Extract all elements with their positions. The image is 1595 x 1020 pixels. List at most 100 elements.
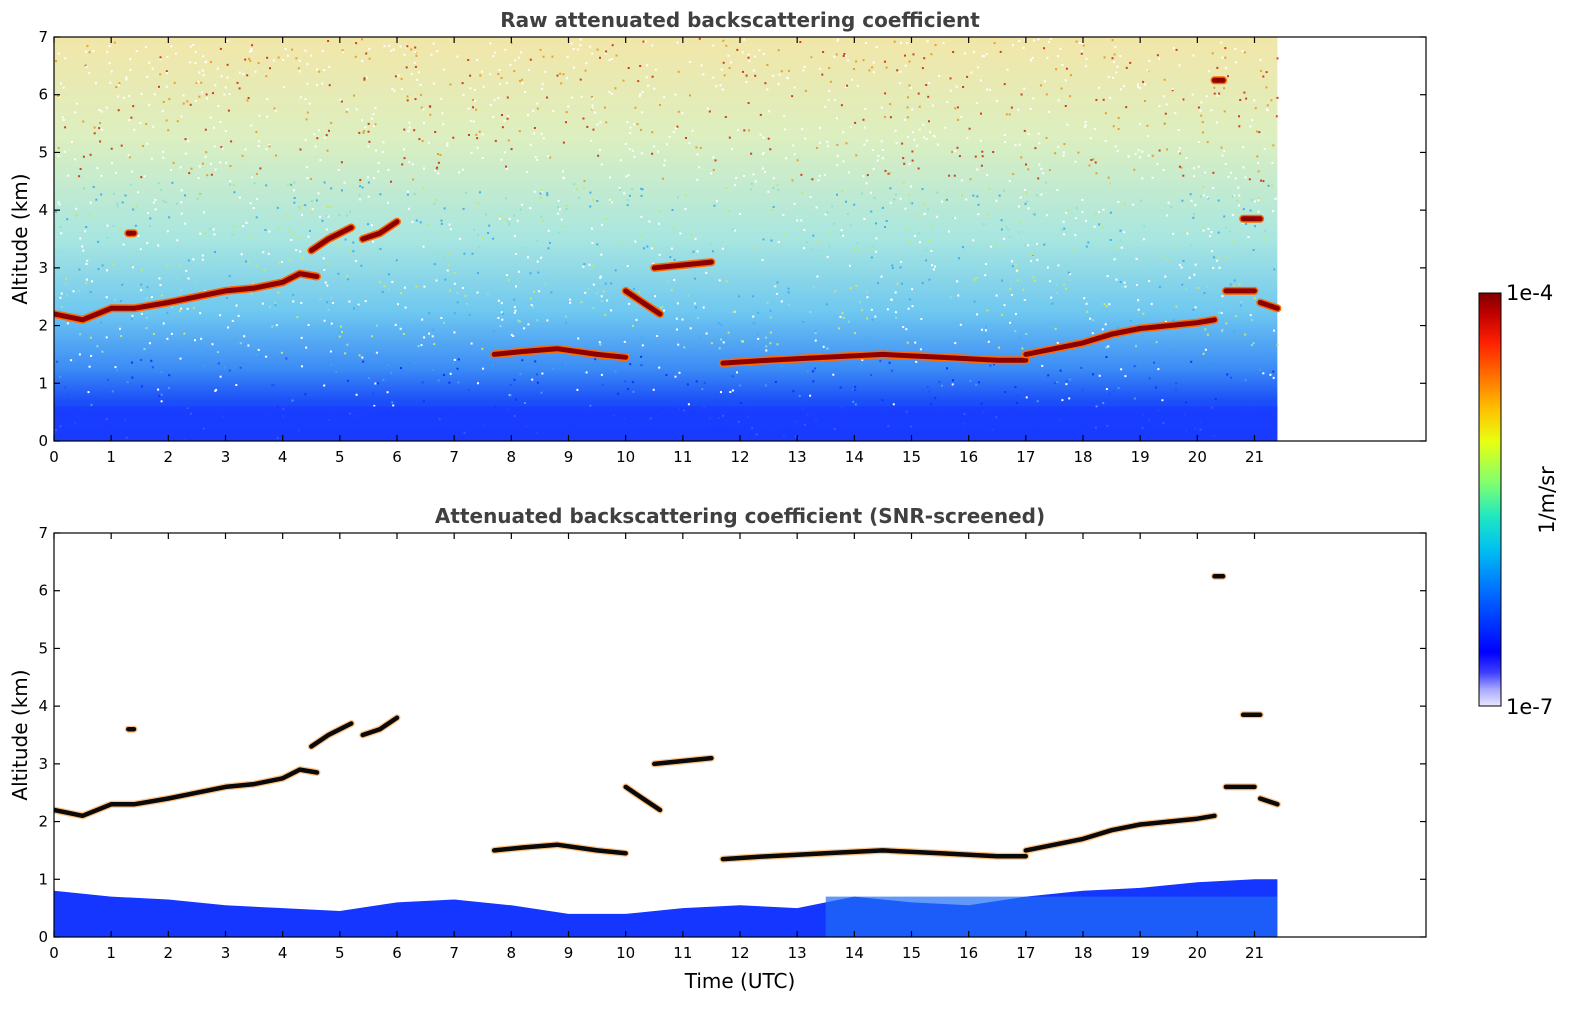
- noise-pixel: [984, 329, 987, 332]
- noise-pixel: [468, 313, 471, 316]
- noise-pixel: [826, 145, 829, 148]
- noise-pixel: [787, 291, 790, 294]
- noise-pixel: [64, 126, 67, 129]
- noise-pixel: [965, 198, 968, 201]
- noise-pixel: [1256, 155, 1259, 158]
- noise-pixel: [362, 360, 365, 363]
- noise-pixel: [695, 306, 697, 309]
- noise-pixel: [112, 192, 115, 195]
- noise-pixel: [866, 296, 869, 299]
- noise-pixel: [128, 156, 131, 159]
- noise-pixel: [381, 290, 384, 293]
- noise-pixel: [1203, 292, 1206, 294]
- noise-pixel: [199, 232, 202, 235]
- noise-pixel: [252, 207, 255, 209]
- noise-pixel: [705, 332, 708, 335]
- noise-pixel: [1211, 52, 1214, 55]
- noise-pixel: [498, 82, 501, 85]
- noise-pixel: [170, 402, 173, 405]
- noise-pixel: [291, 48, 294, 51]
- noise-pixel: [128, 119, 131, 121]
- noise-pixel: [321, 219, 324, 222]
- noise-pixel: [78, 268, 81, 271]
- noise-pixel: [244, 58, 247, 61]
- noise-pixel: [985, 53, 988, 56]
- noise-pixel: [402, 333, 405, 335]
- noise-pixel: [839, 233, 842, 236]
- noise-pixel: [66, 218, 69, 221]
- noise-pixel: [541, 87, 543, 90]
- noise-pixel: [1025, 396, 1028, 399]
- noise-pixel: [610, 309, 613, 312]
- noise-pixel: [914, 235, 916, 237]
- noise-pixel: [968, 127, 971, 130]
- noise-pixel: [700, 64, 703, 67]
- noise-pixel: [514, 252, 517, 255]
- noise-pixel: [184, 138, 187, 141]
- noise-pixel: [752, 315, 755, 318]
- noise-pixel: [85, 50, 87, 53]
- noise-pixel: [465, 302, 468, 305]
- x-tick-label: 18: [1073, 448, 1092, 466]
- noise-pixel: [877, 154, 880, 157]
- noise-pixel: [1151, 154, 1154, 157]
- noise-pixel: [1075, 207, 1078, 210]
- noise-pixel: [364, 300, 367, 303]
- noise-pixel: [582, 117, 585, 120]
- noise-pixel: [1147, 135, 1150, 138]
- noise-pixel: [659, 397, 662, 399]
- noise-pixel: [457, 358, 460, 361]
- cloud-layer: [720, 848, 1029, 862]
- noise-pixel: [520, 51, 523, 54]
- noise-pixel: [94, 82, 97, 85]
- noise-pixel: [1125, 106, 1128, 109]
- noise-pixel: [653, 87, 656, 90]
- noise-pixel: [901, 258, 904, 261]
- noise-pixel: [677, 110, 680, 113]
- noise-pixel: [182, 94, 185, 97]
- noise-pixel: [407, 130, 410, 133]
- noise-pixel: [928, 82, 931, 85]
- noise-pixel: [1011, 44, 1014, 47]
- noise-pixel: [600, 163, 603, 166]
- noise-pixel: [213, 145, 216, 148]
- noise-pixel: [436, 253, 439, 256]
- noise-pixel: [1253, 200, 1256, 203]
- noise-pixel: [814, 367, 816, 370]
- noise-pixel: [767, 137, 770, 140]
- noise-pixel: [591, 242, 594, 244]
- noise-pixel: [1190, 244, 1193, 247]
- noise-pixel: [1081, 211, 1084, 214]
- noise-pixel: [865, 182, 868, 185]
- noise-pixel: [599, 276, 602, 279]
- noise-pixel: [721, 247, 724, 250]
- noise-pixel: [580, 95, 583, 98]
- noise-pixel: [777, 189, 780, 191]
- noise-pixel: [143, 175, 146, 178]
- noise-pixel: [715, 394, 717, 397]
- noise-pixel: [310, 54, 313, 57]
- noise-pixel: [962, 246, 964, 249]
- noise-pixel: [370, 224, 373, 227]
- noise-pixel: [99, 140, 102, 143]
- noise-pixel: [623, 340, 626, 343]
- noise-pixel: [727, 209, 730, 212]
- noise-pixel: [1068, 273, 1071, 275]
- noise-pixel: [1144, 100, 1146, 102]
- noise-pixel: [146, 242, 149, 245]
- noise-pixel: [629, 132, 632, 134]
- noise-pixel: [1056, 381, 1059, 384]
- y-tick-label: 6: [38, 86, 48, 104]
- noise-pixel: [900, 260, 903, 263]
- noise-pixel: [1271, 184, 1274, 187]
- noise-pixel: [1180, 166, 1183, 169]
- y-tick-label: 4: [38, 697, 48, 715]
- noise-pixel: [772, 74, 775, 77]
- noise-pixel: [231, 319, 234, 322]
- noise-pixel: [540, 391, 543, 394]
- noise-pixel: [911, 159, 914, 162]
- noise-pixel: [706, 107, 709, 110]
- noise-pixel: [76, 102, 78, 105]
- noise-pixel: [95, 198, 98, 201]
- noise-pixel: [374, 107, 377, 110]
